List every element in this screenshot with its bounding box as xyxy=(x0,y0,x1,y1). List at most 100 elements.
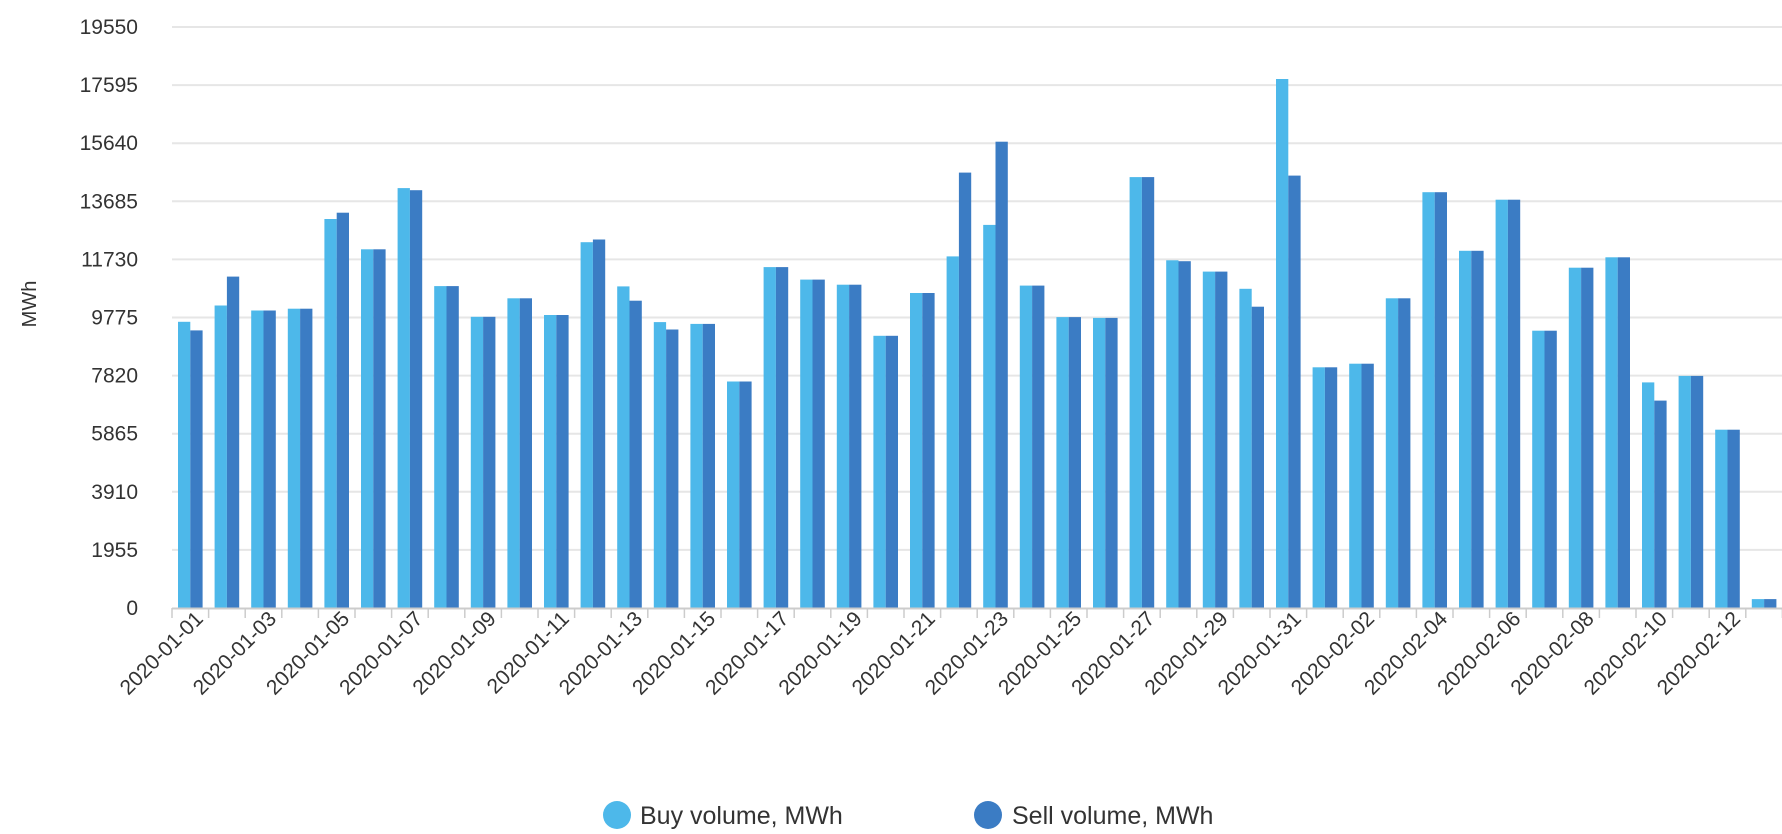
y-tick-label: 13685 xyxy=(80,190,138,213)
sell-bar[interactable] xyxy=(446,286,459,608)
buy-bar[interactable] xyxy=(1459,250,1472,609)
sell-bar[interactable] xyxy=(702,323,715,608)
buy-bar[interactable] xyxy=(1678,375,1691,608)
sell-bar[interactable] xyxy=(812,279,825,608)
buy-bar[interactable] xyxy=(1385,298,1399,608)
sell-bar[interactable] xyxy=(995,141,1008,608)
sell-bar[interactable] xyxy=(300,308,313,608)
sell-bar[interactable] xyxy=(1141,177,1155,608)
sell-bar[interactable] xyxy=(373,249,386,609)
sell-bar[interactable] xyxy=(1215,271,1228,608)
sell-bar[interactable] xyxy=(1398,298,1411,608)
buy-bar[interactable] xyxy=(397,188,410,608)
sell-bar[interactable] xyxy=(1288,175,1301,608)
buy-bar[interactable] xyxy=(727,381,740,609)
sell-bar[interactable] xyxy=(556,315,569,608)
buy-bar[interactable] xyxy=(580,242,593,608)
buy-bar[interactable] xyxy=(287,308,301,608)
legend-buy-label: Buy volume, MWh xyxy=(640,802,843,830)
buy-bar[interactable] xyxy=(1751,599,1765,608)
y-axis-ticks: 0 1955 3910 5865 7820 9775 11730 13685 15640 1759… xyxy=(80,16,138,620)
sell-bar[interactable] xyxy=(1434,192,1447,608)
buy-bar[interactable] xyxy=(983,224,996,608)
sell-bar[interactable] xyxy=(1178,261,1191,608)
y-tick-label: 0 xyxy=(126,597,138,620)
sell-bar[interactable] xyxy=(263,310,276,609)
buy-bar[interactable] xyxy=(1605,257,1618,608)
buy-bar[interactable] xyxy=(1056,317,1069,608)
sell-bar[interactable] xyxy=(519,298,532,608)
sell-bar[interactable] xyxy=(1507,199,1521,608)
sell-bar[interactable] xyxy=(958,172,972,608)
sell-bar[interactable] xyxy=(666,329,679,609)
sell-bar[interactable] xyxy=(1654,400,1667,608)
buy-bar[interactable] xyxy=(1568,267,1582,608)
sell-bar[interactable] xyxy=(1471,250,1484,609)
sell-bar[interactable] xyxy=(1581,267,1594,608)
sell-bar[interactable] xyxy=(849,284,862,608)
buy-bar[interactable] xyxy=(1495,199,1508,608)
legend-item-buy[interactable]: Buy volume, MWh xyxy=(603,801,843,830)
buy-bar[interactable] xyxy=(1349,363,1362,608)
buy-bar[interactable] xyxy=(800,279,813,608)
buy-bar[interactable] xyxy=(763,267,776,608)
buy-bar[interactable] xyxy=(653,322,667,608)
buy-bar[interactable] xyxy=(873,335,886,608)
buy-bar[interactable] xyxy=(836,284,850,608)
buy-bar[interactable] xyxy=(946,256,959,608)
sell-bar[interactable] xyxy=(336,212,349,608)
sell-bar[interactable] xyxy=(592,239,606,609)
sell-bar[interactable] xyxy=(190,330,203,608)
buy-bar[interactable] xyxy=(1532,330,1545,608)
sell-bar[interactable] xyxy=(1032,285,1045,608)
buy-bar[interactable] xyxy=(361,249,374,609)
sell-bar[interactable] xyxy=(226,276,240,608)
y-tick-label: 15640 xyxy=(80,132,138,155)
sell-bar[interactable] xyxy=(1251,306,1264,608)
sell-bar[interactable] xyxy=(885,335,898,608)
buy-bar[interactable] xyxy=(1019,285,1033,608)
x-axis-ticks: 2020-01-012020-01-032020-01-052020-01-07… xyxy=(116,607,1782,699)
sell-bar[interactable] xyxy=(483,316,496,608)
buy-bar[interactable] xyxy=(1202,271,1216,608)
sell-bar[interactable] xyxy=(922,293,935,608)
sell-bar[interactable] xyxy=(1690,375,1704,608)
legend: Buy volume, MWh Sell volume, MWh xyxy=(603,801,1213,830)
sell-bar[interactable] xyxy=(1617,257,1630,608)
buy-bar[interactable] xyxy=(178,321,191,608)
buy-bar[interactable] xyxy=(544,315,557,608)
buy-bar[interactable] xyxy=(1166,260,1179,608)
sell-bar[interactable] xyxy=(1105,317,1118,608)
buy-bar[interactable] xyxy=(1129,177,1142,608)
buy-bar[interactable] xyxy=(1642,382,1655,608)
buy-bar[interactable] xyxy=(1422,192,1435,608)
buy-bar[interactable] xyxy=(1715,429,1728,608)
sell-bar[interactable] xyxy=(775,267,789,608)
buy-bar[interactable] xyxy=(214,305,227,609)
buy-bar[interactable] xyxy=(507,298,520,608)
buy-bar[interactable] xyxy=(251,310,264,609)
sell-bar[interactable] xyxy=(409,190,423,608)
sell-bar[interactable] xyxy=(1068,317,1081,608)
y-tick-label: 19550 xyxy=(80,16,138,39)
y-tick-label: 9775 xyxy=(91,307,138,330)
buy-bar[interactable] xyxy=(617,286,630,608)
sell-bar[interactable] xyxy=(1544,330,1557,608)
buy-bar[interactable] xyxy=(1276,79,1289,608)
sell-bar[interactable] xyxy=(1324,367,1338,608)
buy-bar[interactable] xyxy=(470,316,484,608)
sell-bar[interactable] xyxy=(1361,363,1374,608)
buy-bar[interactable] xyxy=(1312,367,1325,608)
sell-bar[interactable] xyxy=(629,300,642,608)
buy-bar[interactable] xyxy=(434,286,447,608)
y-axis-label: MWh xyxy=(19,281,41,328)
buy-bar[interactable] xyxy=(910,293,923,608)
sell-bar[interactable] xyxy=(739,381,752,609)
legend-item-sell[interactable]: Sell volume, MWh xyxy=(974,801,1213,830)
buy-bar[interactable] xyxy=(690,323,703,608)
sell-bar[interactable] xyxy=(1764,599,1777,608)
buy-bar[interactable] xyxy=(324,219,337,608)
sell-bar[interactable] xyxy=(1727,429,1740,608)
buy-bar[interactable] xyxy=(1093,317,1106,608)
buy-bar[interactable] xyxy=(1239,288,1252,608)
